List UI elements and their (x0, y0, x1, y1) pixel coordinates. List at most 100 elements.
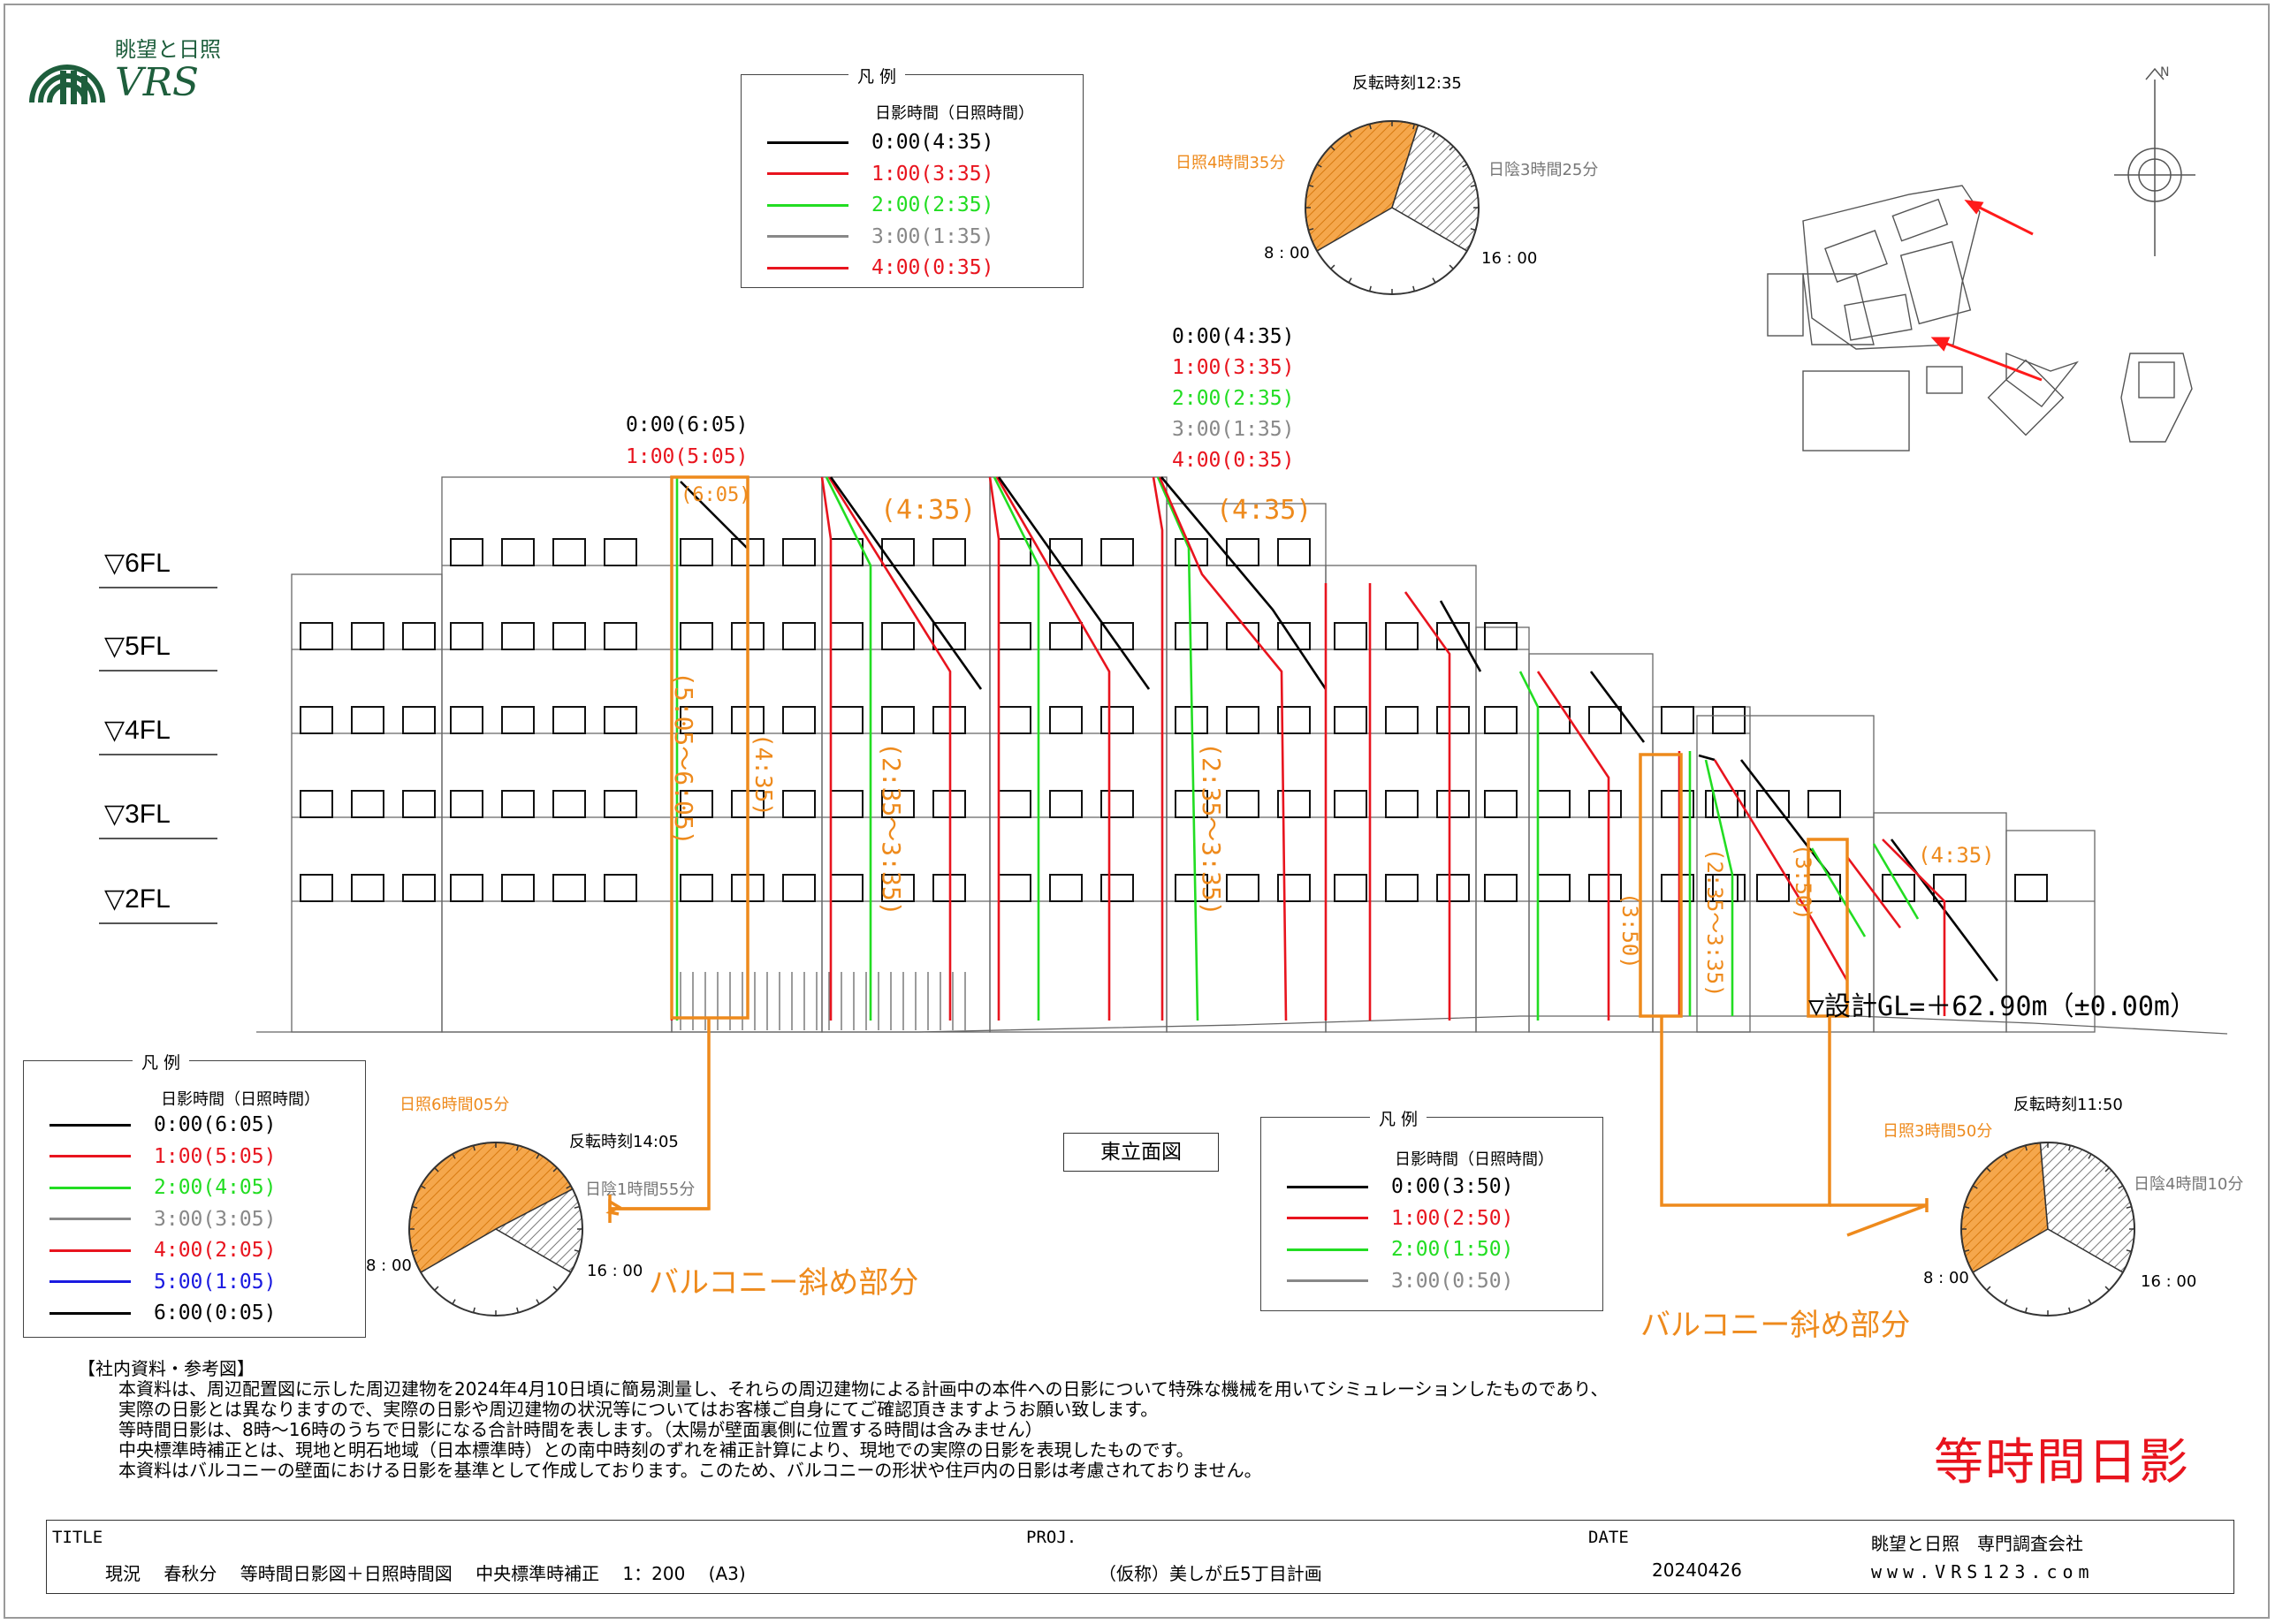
window (1385, 622, 1419, 650)
legend-label: 3:00(0:50) (1391, 1269, 1514, 1293)
window (881, 706, 915, 734)
window (351, 874, 384, 902)
notes-line: 実際の日影とは異なりますので、実際の日影や周辺建物の状況等についてはお客様ご自身… (118, 1399, 1159, 1420)
pie-tick (2068, 1145, 2072, 1151)
window (1436, 706, 1470, 734)
window (1385, 874, 1419, 902)
legend-top (741, 74, 1084, 288)
floor-line (99, 922, 217, 924)
pie-tick (1412, 124, 1416, 130)
legend-label: 0:00(3:50) (1391, 1175, 1514, 1198)
legend-swatch (49, 1311, 131, 1315)
window (604, 790, 637, 818)
window (402, 790, 436, 818)
legend-left-title: 凡 例 (133, 1050, 190, 1074)
window (1049, 538, 1083, 566)
legend-swatch (49, 1218, 131, 1220)
legend-right-item: 2:00(1:50) (1287, 1238, 1513, 1261)
pie-tick (1972, 1269, 1978, 1273)
pie-tick (434, 1167, 439, 1172)
notes-line: 等時間日影は、8時〜16時のうちで日影になる合計時間を表します。（太陽が壁面裏側… (118, 1419, 1043, 1440)
window (1661, 790, 1694, 818)
pie-tick (2024, 1145, 2028, 1151)
legend-right-item: 3:00(0:50) (1287, 1270, 1513, 1293)
pie-tick (566, 1185, 572, 1189)
window (782, 538, 816, 566)
pie-tick (1986, 1286, 1991, 1291)
pie-tick (434, 1286, 439, 1291)
title-head: TITLE (52, 1528, 103, 1547)
window (552, 622, 586, 650)
window (1100, 622, 1134, 650)
leader-left-arrow (608, 1195, 709, 1223)
legend-swatch (767, 266, 848, 269)
orange-annotation: (3:50) (1791, 844, 1815, 921)
window (450, 706, 483, 734)
shade-contour-line (993, 476, 1040, 1021)
sun-pie-left (408, 1142, 583, 1317)
legend-left-item: 6:00(0:05) (49, 1301, 276, 1324)
window (604, 538, 637, 566)
pie-tick (516, 1145, 520, 1151)
shade-contour-line (1872, 843, 1920, 920)
building-block (1325, 565, 1477, 1033)
pie-right-reversal: 反転時刻11:50 (2013, 1096, 2123, 1114)
window (881, 622, 915, 650)
balcony-note-right: バルコニー斜め部分 (1640, 1308, 1911, 1343)
window (604, 874, 637, 902)
pie-tick (1972, 1185, 1978, 1189)
window (1175, 874, 1208, 902)
window (1334, 874, 1367, 902)
pie-top-shade: 日陰3時間25分 (1488, 161, 1599, 179)
window (998, 706, 1031, 734)
legend-left (23, 1060, 366, 1338)
pie-tick (2004, 1299, 2008, 1305)
legend-swatch (1287, 1185, 1368, 1188)
window (1484, 706, 1518, 734)
pie-tick (1348, 277, 1352, 284)
date-value: 20240426 (1652, 1559, 1742, 1581)
orange-annotation: (4:35) (1918, 843, 1995, 868)
pie-tick (420, 1269, 426, 1273)
elevation-label: 1:00(5:05) (626, 445, 749, 468)
pie-tick (2126, 1249, 2132, 1253)
legend-left-item: 1:00(5:05) (49, 1145, 276, 1168)
window (1588, 874, 1622, 902)
view-label: 東立面図 (1063, 1133, 1219, 1172)
notes: 【社内資料・参考図】 本資料は、周辺配置図に示した周辺建物を2024年4月10日… (78, 1359, 1608, 1481)
window (1100, 706, 1134, 734)
pie-tick (2126, 1205, 2132, 1209)
shade-contour-line (1739, 759, 1831, 876)
sun-pie-top (1305, 120, 1480, 295)
legend-top-item: 2:00(2:35) (767, 194, 993, 216)
legend-left-item: 4:00(2:05) (49, 1239, 276, 1262)
window (1537, 874, 1571, 902)
pie-tick (1432, 277, 1436, 284)
window (1226, 538, 1259, 566)
shade-contour-line (997, 476, 1151, 690)
window (604, 622, 637, 650)
pie-tick (2024, 1307, 2028, 1313)
window (2014, 874, 2048, 902)
window (501, 790, 535, 818)
leader-left (605, 1018, 711, 1216)
pie-tick (536, 1299, 540, 1305)
elevation-label: 0:00(4:35) (1172, 325, 1295, 348)
window (1277, 622, 1311, 650)
window (1385, 706, 1419, 734)
window (501, 874, 535, 902)
legend-top-item: 1:00(3:35) (767, 163, 993, 186)
window (998, 790, 1031, 818)
pie-tick (1462, 163, 1468, 168)
legend-label: 2:00(4:05) (154, 1176, 277, 1199)
legend-swatch (767, 140, 848, 144)
pie-tick (2004, 1153, 2008, 1159)
legend-swatch (767, 203, 848, 207)
legend-right (1260, 1117, 1603, 1311)
window (1049, 790, 1083, 818)
window (1484, 874, 1518, 902)
window (1226, 790, 1259, 818)
window (998, 874, 1031, 902)
window (1175, 790, 1208, 818)
